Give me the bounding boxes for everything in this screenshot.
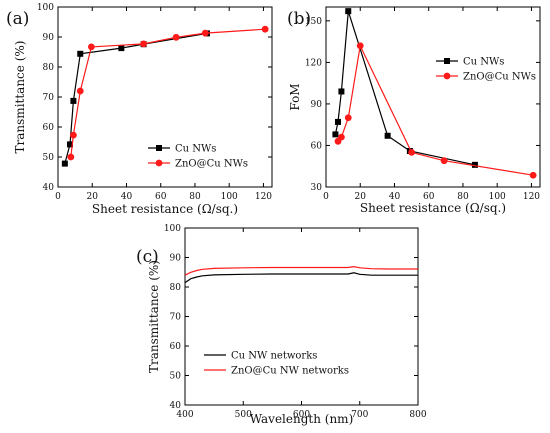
series-line-0 [334, 11, 476, 166]
data-point-circle [338, 133, 345, 141]
data-point-circle [70, 131, 77, 139]
y-axis-label: FoM [288, 83, 302, 110]
x-axis-label: Sheet resistance (Ω/sq.) [360, 201, 506, 215]
series-line-0 [184, 272, 418, 284]
y-tick-label: 90 [43, 33, 55, 43]
x-tick-label: 40 [121, 192, 133, 202]
panel-label: (a) [6, 9, 29, 29]
legend: Cu NWs ZnO@Cu NWs [436, 57, 536, 83]
x-tick-label: 700 [351, 410, 368, 420]
x-tick-label: 120 [523, 192, 540, 202]
legend-label: ZnO@Cu NW networks [231, 366, 349, 377]
y-tick-label: 30 [311, 183, 323, 193]
legend-label: Cu NWs [175, 144, 216, 155]
x-tick-label: 100 [221, 192, 238, 202]
panel-label: (b) [287, 9, 311, 29]
legend-label: Cu NW networks [231, 351, 317, 362]
data-point-circle [408, 148, 415, 156]
data-point-circle [172, 33, 180, 41]
y-tick-label: 100 [37, 3, 54, 13]
y-tick-label: 100 [164, 224, 181, 234]
data-point-square [334, 118, 341, 125]
y-tick-label: 150 [305, 17, 322, 27]
x-tick-label: 60 [155, 192, 167, 202]
x-tick-label: 800 [409, 410, 426, 420]
data-point-square [118, 45, 125, 52]
x-tick-label: 40 [389, 192, 401, 202]
panel-c: 400 500 600 700 800 40 50 60 70 80 90 100 Wavelength… [136, 224, 427, 426]
y-tick-label: 40 [43, 183, 55, 193]
x-tick-label: 400 [176, 410, 193, 420]
legend-marker [155, 159, 163, 167]
data-point-square [61, 160, 68, 167]
data-point-circle [140, 40, 148, 48]
y-tick-label: 60 [170, 342, 182, 352]
x-tick-label: 600 [293, 410, 310, 420]
plot-frame [184, 227, 419, 406]
data-point-square [66, 141, 73, 148]
data-point-circle [201, 29, 209, 37]
y-tick-label: 90 [170, 254, 182, 264]
x-tick-label: 120 [255, 192, 272, 202]
x-tick-label: 100 [489, 192, 506, 202]
data-point-square [77, 50, 84, 57]
legend: Cu NWs ZnO@Cu NWs [148, 144, 248, 170]
data-point-circle [67, 153, 75, 161]
x-tick-label: 0 [323, 192, 329, 202]
plot-frame [325, 6, 541, 188]
data-point-square [332, 131, 339, 138]
data-point-square [338, 88, 345, 95]
y-tick-label: 120 [305, 58, 322, 68]
legend-marker [156, 145, 162, 151]
y-tick-label: 80 [170, 283, 182, 293]
panel-b: 0 20 40 60 80 100 120 30 60 90 120 150 Sheet resista… [287, 6, 541, 215]
y-axis-label: Transmittance (%) [13, 41, 27, 154]
data-point-square [70, 97, 77, 104]
legend-label: Cu NWs [463, 57, 504, 68]
x-axis-label: Sheet resistance (Ω/sq.) [92, 202, 238, 216]
legend-marker [443, 72, 451, 80]
x-tick-label: 80 [457, 192, 469, 202]
data-point-square [471, 161, 478, 168]
y-tick-label: 70 [43, 93, 55, 103]
data-point-circle [87, 43, 95, 51]
data-point-circle [261, 25, 269, 33]
x-tick-label: 20 [87, 192, 99, 202]
y-axis-label: Transmittance (%) [147, 260, 161, 373]
y-tick-label: 50 [170, 372, 182, 382]
x-axis-label: Wavelength (nm) [250, 412, 354, 426]
data-point-square [384, 132, 391, 139]
data-point-circle [529, 171, 537, 179]
y-tick-label: 40 [170, 401, 182, 411]
data-point-circle [344, 114, 352, 122]
data-point-square [345, 8, 352, 15]
y-tick-label: 60 [43, 123, 55, 133]
y-tick-label: 90 [311, 100, 323, 110]
y-tick-label: 70 [170, 313, 182, 323]
y-tick-label: 50 [43, 153, 55, 163]
legend-label: ZnO@Cu NWs [463, 72, 536, 83]
x-tick-label: 80 [189, 192, 201, 202]
series-line-1 [70, 28, 266, 158]
legend-label: ZnO@Cu NWs [175, 159, 248, 170]
data-point-circle [440, 157, 448, 165]
x-tick-label: 60 [423, 192, 435, 202]
x-tick-label: 0 [55, 192, 61, 202]
data-point-circle [76, 87, 84, 95]
data-point-circle [356, 42, 364, 50]
panel-label: (c) [136, 247, 159, 267]
x-tick-label: 500 [235, 410, 252, 420]
series-line-1 [184, 265, 418, 276]
y-tick-label: 80 [43, 63, 55, 73]
legend: Cu NW networks ZnO@Cu NW networks [204, 351, 349, 377]
x-tick-label: 20 [355, 192, 367, 202]
legend-marker [444, 58, 450, 64]
y-tick-label: 60 [311, 141, 323, 151]
